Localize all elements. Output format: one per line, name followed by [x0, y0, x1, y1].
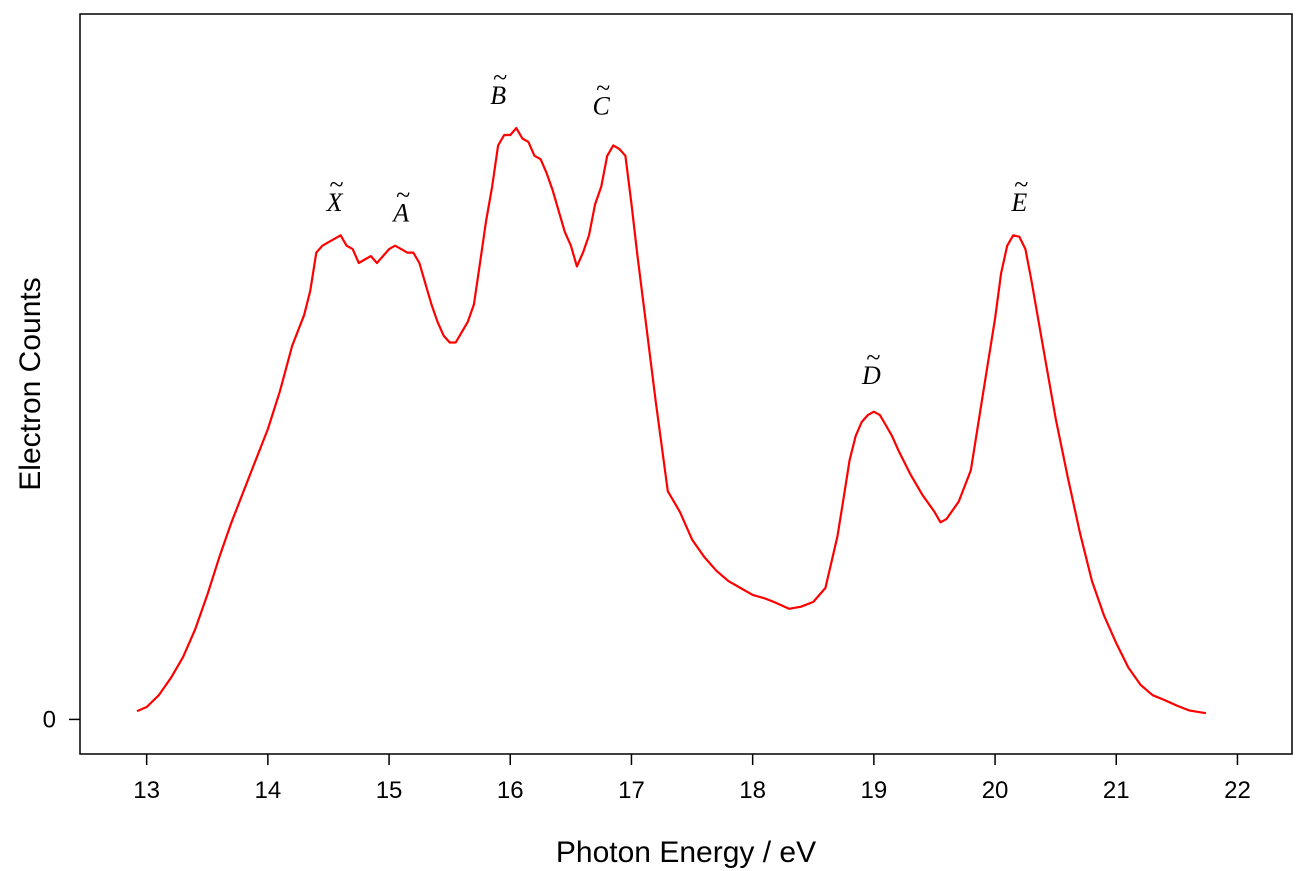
x-tick-label: 14 — [255, 777, 282, 804]
tilde-mark: ~ — [396, 180, 410, 209]
x-tick-label: 17 — [618, 777, 645, 804]
x-axis-ticks: 13 14 15 16 17 18 19 20 21 22 — [133, 754, 1251, 804]
x-tick-label: 15 — [376, 777, 403, 804]
peak-label: X — [326, 188, 344, 217]
series-line — [136, 127, 1207, 715]
peak-annotation: ~A — [391, 180, 410, 227]
x-tick-label: 16 — [497, 777, 524, 804]
peak-label: A — [391, 198, 409, 227]
peak-annotation: ~X — [326, 170, 344, 217]
tilde-mark: ~ — [596, 73, 610, 102]
peak-label: D — [861, 361, 881, 390]
x-tick-label: 21 — [1103, 777, 1130, 804]
x-tick-label: 13 — [133, 777, 160, 804]
y-tick-label: 0 — [43, 706, 56, 733]
tilde-mark: ~ — [1014, 170, 1028, 199]
y-axis-ticks: 0 — [43, 706, 80, 733]
x-tick-label: 20 — [982, 777, 1009, 804]
x-axis-title: Photon Energy / eV — [556, 836, 816, 869]
x-tick-label: 18 — [739, 777, 766, 804]
plot-frame — [79, 13, 1293, 755]
peak-annotation: ~C — [592, 73, 610, 120]
peak-annotation: ~D — [861, 343, 881, 390]
peak-annotation: ~B — [490, 63, 507, 110]
tilde-mark: ~ — [866, 343, 880, 372]
y-axis-title: Electron Counts — [14, 277, 47, 490]
peak-label: B — [490, 81, 506, 110]
x-tick-label: 22 — [1224, 777, 1251, 804]
peak-label: C — [592, 91, 610, 120]
x-tick-label: 19 — [861, 777, 888, 804]
peak-annotation: ~E — [1010, 170, 1028, 217]
peak-annotations: ~X ~A~B ~C~D~E — [326, 63, 1029, 390]
tilde-mark: ~ — [329, 170, 343, 199]
tilde-mark: ~ — [493, 63, 507, 92]
peak-label: E — [1010, 188, 1027, 217]
